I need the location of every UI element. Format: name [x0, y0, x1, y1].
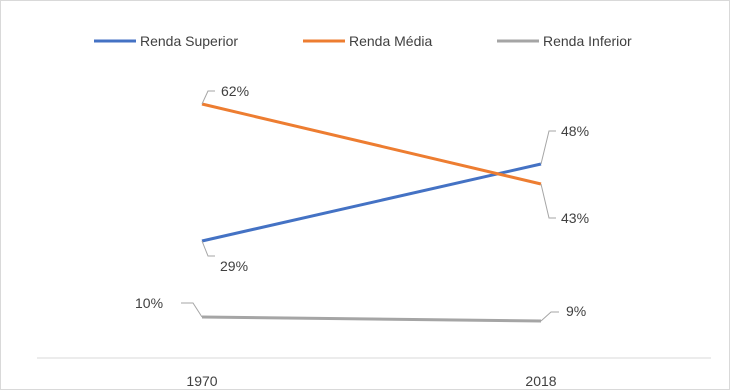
leader-line-renda-superior-2018 — [540, 130, 556, 165]
data-label-renda-superior-1970: 29% — [220, 258, 248, 274]
data-label-renda-media-2018: 43% — [561, 210, 589, 226]
leader-line-renda-superior-1970 — [201, 240, 215, 257]
data-label-renda-superior-2018: 48% — [561, 123, 589, 139]
leader-line-renda-inferior-1970 — [181, 302, 203, 318]
plot-area: 29% 48% 62% 43% 10% 9% — [135, 83, 589, 323]
series-line-renda-superior — [201, 162, 542, 243]
data-label-renda-inferior-1970: 10% — [135, 295, 163, 311]
x-axis: 1970 2018 — [37, 357, 711, 389]
data-label-renda-media-1970: 62% — [221, 83, 249, 99]
chart-legend: Renda Superior Renda Média Renda Inferior — [94, 33, 632, 49]
leader-line-renda-media-2018 — [540, 183, 556, 219]
x-tick-label-2018: 2018 — [525, 373, 556, 389]
leader-line-renda-inferior-2018 — [540, 311, 559, 322]
leader-line-renda-media-1970 — [201, 90, 215, 105]
series-line-renda-inferior — [201, 315, 542, 323]
legend-label-renda-superior: Renda Superior — [140, 33, 238, 49]
data-label-renda-inferior-2018: 9% — [566, 303, 586, 319]
legend-label-renda-inferior: Renda Inferior — [543, 33, 632, 49]
x-tick-label-1970: 1970 — [186, 373, 217, 389]
legend-label-renda-media: Renda Média — [349, 33, 432, 49]
series-line-renda-media — [201, 102, 542, 186]
